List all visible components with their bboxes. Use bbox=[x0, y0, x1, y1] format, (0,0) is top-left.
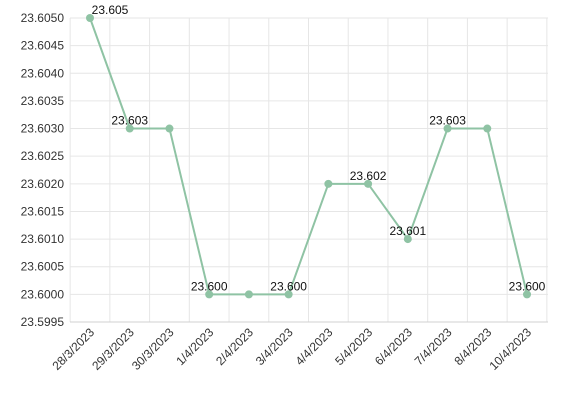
data-point bbox=[284, 290, 293, 299]
y-tick-label: 23.6010 bbox=[21, 232, 65, 246]
x-tick-label: 5/4/2023 bbox=[332, 325, 375, 368]
y-axis-ticks: 23.6050 23.6045 23.6040 23.6035 23.6030 23.60… bbox=[21, 11, 65, 329]
x-axis-ticks: 28/3/202329/3/202330/3/20231/4/20232/4/2… bbox=[49, 325, 534, 373]
y-tick-label: 23.5995 bbox=[21, 315, 65, 329]
gridlines bbox=[69, 17, 548, 323]
data-label: 23.600 bbox=[191, 279, 228, 293]
data-label: 23.603 bbox=[111, 114, 148, 128]
data-label: 23.605 bbox=[92, 3, 129, 17]
x-tick-label: 4/4/2023 bbox=[293, 325, 336, 368]
y-tick-label: 23.6015 bbox=[21, 204, 65, 218]
y-tick-label: 23.6040 bbox=[21, 66, 65, 80]
x-tick-label: 30/3/2023 bbox=[129, 325, 177, 373]
data-labels: 23.605 23.603 23.600 23.600 23.602 23.601 23.6… bbox=[92, 3, 546, 293]
data-point bbox=[324, 179, 333, 188]
y-tick-label: 23.6030 bbox=[21, 122, 65, 136]
data-point bbox=[483, 124, 492, 133]
data-point bbox=[165, 124, 174, 133]
data-label: 23.603 bbox=[429, 114, 466, 128]
x-tick-label: 10/4/2023 bbox=[486, 325, 534, 373]
data-point bbox=[403, 235, 412, 244]
y-tick-label: 23.6035 bbox=[21, 94, 65, 108]
series-line-layer bbox=[89, 17, 528, 296]
data-point bbox=[205, 290, 214, 299]
data-label: 23.602 bbox=[350, 169, 387, 183]
x-tick-label: 29/3/2023 bbox=[89, 325, 137, 373]
x-tick-label: 6/4/2023 bbox=[372, 325, 415, 368]
y-tick-label: 23.6025 bbox=[21, 149, 65, 163]
series-points bbox=[86, 14, 531, 299]
series-line bbox=[89, 17, 528, 296]
x-tick-label: 7/4/2023 bbox=[412, 325, 455, 368]
x-tick-label: 28/3/2023 bbox=[49, 325, 97, 373]
data-point bbox=[86, 14, 94, 22]
y-tick-label: 23.6020 bbox=[21, 177, 65, 191]
data-label: 23.600 bbox=[509, 279, 546, 293]
data-point bbox=[523, 290, 531, 299]
x-tick-label: 3/4/2023 bbox=[253, 325, 296, 368]
data-label: 23.600 bbox=[270, 279, 307, 293]
y-tick-label: 23.6045 bbox=[21, 39, 65, 53]
y-tick-label: 23.6000 bbox=[21, 287, 65, 301]
data-label: 23.601 bbox=[389, 224, 426, 238]
data-point bbox=[364, 179, 373, 188]
x-tick-label: 1/4/2023 bbox=[173, 325, 216, 368]
data-point bbox=[125, 124, 134, 133]
y-tick-label: 23.6005 bbox=[21, 260, 65, 274]
data-point bbox=[443, 124, 452, 133]
y-tick-label: 23.6050 bbox=[21, 11, 65, 25]
x-tick-label: 2/4/2023 bbox=[213, 325, 256, 368]
data-point bbox=[244, 290, 253, 299]
